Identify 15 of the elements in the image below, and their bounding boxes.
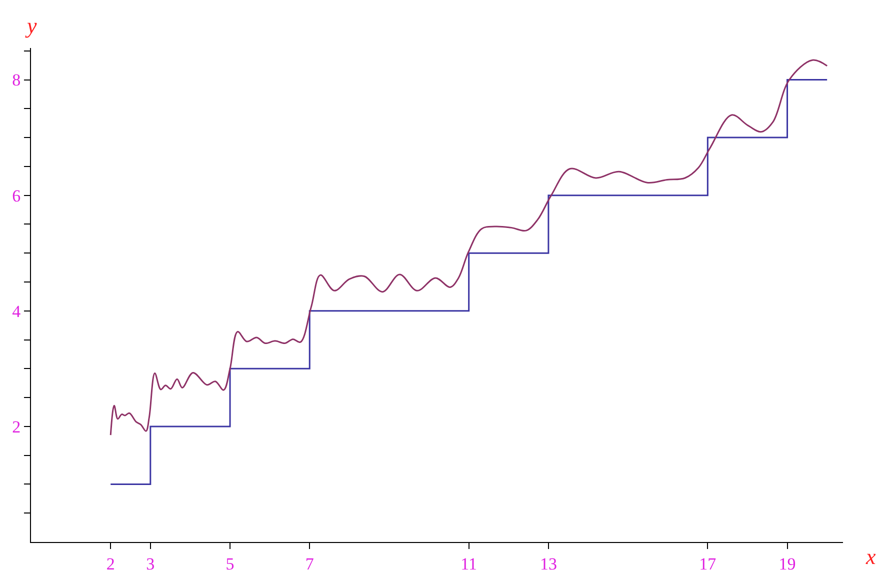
x-tick-label: 19 — [778, 554, 796, 574]
x-tick-label: 3 — [146, 554, 155, 574]
x-tick-label: 5 — [226, 554, 234, 574]
x-tick-label: 13 — [540, 554, 557, 574]
x-tick-label: 2 — [106, 554, 115, 574]
y-tick-label: 6 — [12, 186, 21, 206]
y-tick-label: 2 — [12, 417, 21, 436]
x-tick-label: 17 — [699, 554, 717, 574]
x-tick-label: 11 — [460, 554, 478, 574]
x-tick-label: 7 — [305, 554, 314, 574]
line-series — [110, 59, 828, 436]
y-axis-title: y — [25, 13, 37, 38]
x-axis-title: x — [865, 544, 876, 569]
y-tick-label: 4 — [12, 302, 22, 321]
y-tick-label: 8 — [12, 70, 21, 90]
